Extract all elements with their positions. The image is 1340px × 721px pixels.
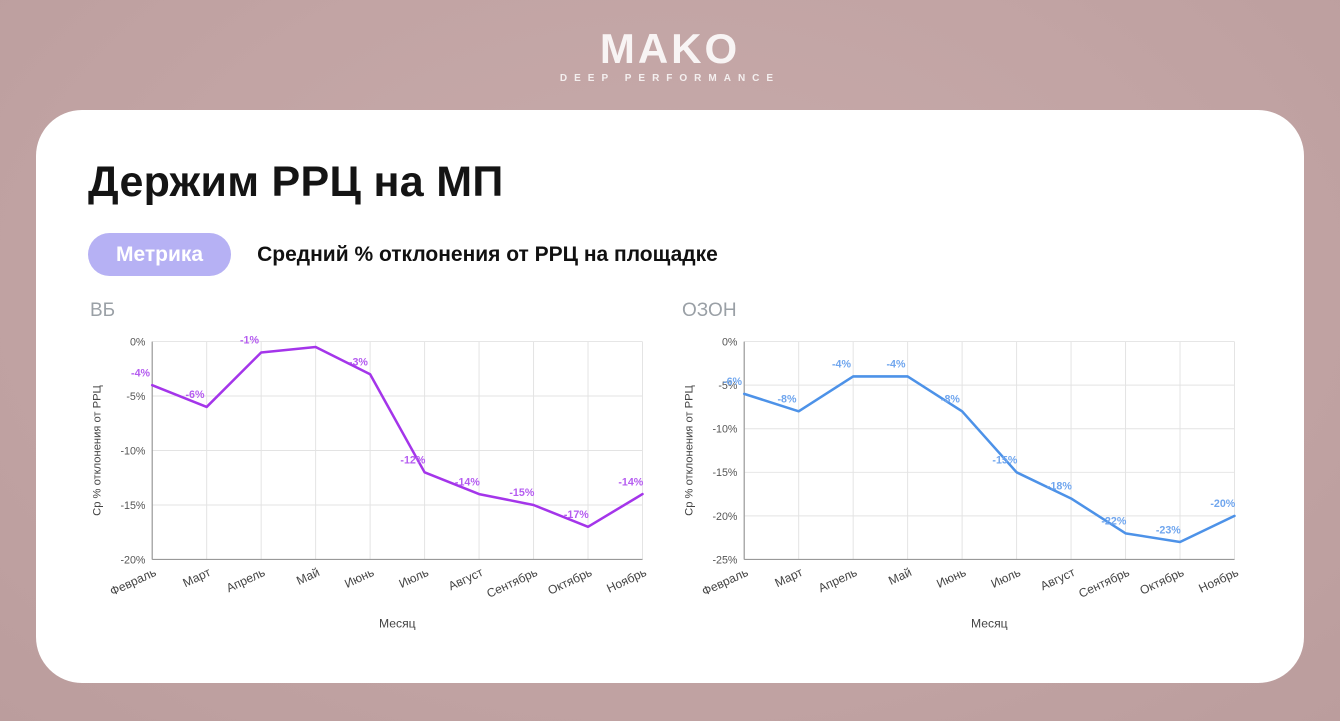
svg-text:-17%: -17% (564, 509, 589, 521)
svg-text:Август: Август (1038, 565, 1077, 593)
svg-text:-25%: -25% (712, 554, 737, 566)
svg-text:Октябрь: Октябрь (1138, 565, 1187, 598)
svg-text:Апрель: Апрель (816, 565, 859, 595)
svg-text:-15%: -15% (712, 467, 737, 479)
svg-text:Апрель: Апрель (224, 565, 267, 595)
svg-text:-4%: -4% (131, 367, 151, 379)
chart-wb: ВБ 0% -5% -10% -15% -20% Февраль Март Апрель Май… (88, 300, 660, 635)
charts-row: ВБ 0% -5% -10% -15% -20% Февраль Март Апрель Май… (88, 300, 1252, 635)
svg-text:Февраль: Февраль (700, 565, 751, 599)
svg-text:-22%: -22% (1101, 516, 1126, 528)
svg-text:Июль: Июль (397, 565, 431, 591)
metric-description: Средний % отклонения от РРЦ на площадке (257, 242, 718, 266)
svg-text:Июнь: Июнь (934, 565, 968, 591)
chart-ozon-plot: 0% -5% -10% -15% -20% -25% Февраль Март Апрель Ма… (680, 326, 1252, 635)
svg-text:Март: Март (773, 565, 806, 590)
svg-text:-1%: -1% (240, 335, 260, 347)
svg-text:-5%: -5% (718, 380, 738, 392)
svg-text:-6%: -6% (723, 376, 743, 388)
chart-wb-plot: 0% -5% -10% -15% -20% Февраль Март Апрель Май Июн… (88, 326, 660, 635)
svg-text:-23%: -23% (1156, 524, 1181, 536)
chart-ozon: ОЗОН 0% -5% -10% -15% -20% -25% Февраль Март Апр… (680, 300, 1252, 635)
brand-text: MAKO (599, 25, 741, 72)
svg-text:-15%: -15% (120, 500, 145, 512)
chart-ozon-title: ОЗОН (682, 300, 737, 322)
brand-tagline: DEEP PERFORMANCE (559, 73, 781, 84)
svg-text:0%: 0% (722, 337, 738, 349)
svg-text:Февраль: Февраль (108, 565, 159, 599)
line-chart-svg: 0% -5% -10% -15% -20%Февраль Март Апрель Май Июн… (92, 335, 649, 631)
mako-logo: MAKO DEEP PERFORMANCE (0, 25, 1340, 85)
svg-text:Сентябрь: Сентябрь (484, 565, 539, 601)
svg-text:Октябрь: Октябрь (546, 565, 595, 598)
line-chart-svg: 0% -5% -10% -15% -20% -25%Февраль Март Апрель Ма… (684, 337, 1241, 631)
svg-text:-4%: -4% (886, 359, 906, 371)
svg-text:-15%: -15% (992, 455, 1017, 467)
svg-text:Август: Август (446, 565, 485, 593)
svg-text:-14%: -14% (618, 476, 643, 488)
metric-badge: Метрика (88, 233, 232, 277)
svg-text:Март: Март (181, 565, 214, 590)
svg-text:Ноябрь: Ноябрь (605, 565, 649, 595)
svg-text:-8%: -8% (941, 394, 961, 406)
svg-text:-3%: -3% (349, 357, 369, 369)
svg-text:Месяц: Месяц (971, 617, 1008, 631)
page-title: Держим РРЦ на МП (88, 158, 504, 206)
svg-text:Май: Май (294, 565, 321, 588)
content-card: Держим РРЦ на МП Метрика Средний % откло… (36, 110, 1304, 683)
svg-text:Месяц: Месяц (379, 617, 416, 631)
svg-text:-6%: -6% (186, 389, 206, 401)
svg-text:-10%: -10% (712, 424, 737, 436)
svg-text:Ср % отклонения от РРЦ: Ср % отклонения от РРЦ (684, 385, 696, 516)
metric-row: Метрика Средний % отклонения от РРЦ на п… (88, 233, 1252, 277)
svg-text:Ср % отклонения от РРЦ: Ср % отклонения от РРЦ (92, 385, 104, 516)
svg-text:-5%: -5% (126, 391, 146, 403)
svg-text:-15%: -15% (509, 487, 534, 499)
svg-text:-4%: -4% (832, 359, 852, 371)
svg-text:-14%: -14% (455, 476, 480, 488)
svg-text:-18%: -18% (1047, 481, 1072, 493)
svg-text:-20%: -20% (120, 554, 145, 566)
svg-text:Май: Май (886, 565, 913, 588)
svg-text:-20%: -20% (712, 511, 737, 523)
chart-wb-title: ВБ (90, 300, 116, 322)
svg-text:Сентябрь: Сентябрь (1076, 565, 1131, 601)
svg-text:Ноябрь: Ноябрь (1197, 565, 1241, 595)
svg-text:-10%: -10% (120, 446, 145, 458)
svg-text:Июль: Июль (989, 565, 1023, 591)
svg-text:-12%: -12% (400, 455, 425, 467)
svg-text:0%: 0% (130, 337, 146, 349)
svg-text:Июнь: Июнь (342, 565, 376, 591)
svg-text:-20%: -20% (1210, 498, 1235, 510)
svg-text:-8%: -8% (778, 394, 798, 406)
